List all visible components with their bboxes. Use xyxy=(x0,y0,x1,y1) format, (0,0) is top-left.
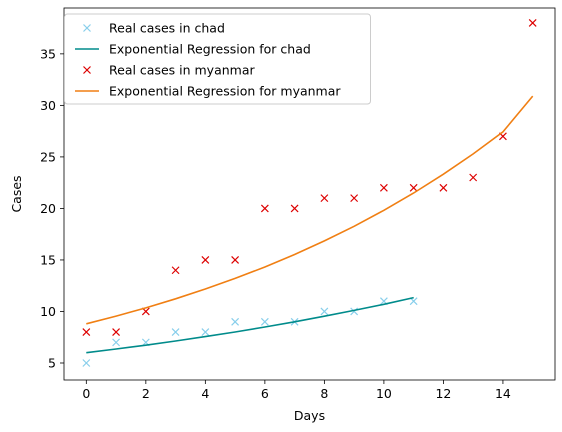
x-axis-label: Days xyxy=(294,408,325,423)
data-point-real-cases-in-myanmar xyxy=(201,256,210,264)
x-tick-label: 6 xyxy=(261,386,269,401)
ticks-layer: 0 2 4 6 8 10 12 14 5 10 15 20 25 30 35 xyxy=(40,46,511,401)
series-layer xyxy=(82,19,537,367)
data-point-real-cases-in-myanmar xyxy=(469,173,478,182)
data-point-real-cases-in-myanmar xyxy=(231,256,240,264)
series-line-exponential-regression-for-chad xyxy=(86,296,414,354)
x-tick-label: 10 xyxy=(376,386,392,401)
data-point-real-cases-in-myanmar xyxy=(409,183,418,192)
legend-swatch-marker xyxy=(83,24,91,32)
legend-label: Real cases in chad xyxy=(109,21,225,36)
data-point-real-cases-in-myanmar xyxy=(350,194,359,203)
y-tick-label: 5 xyxy=(48,355,56,370)
x-tick-label: 8 xyxy=(320,386,328,401)
data-point-real-cases-in-chad xyxy=(171,328,180,337)
y-tick-label: 10 xyxy=(40,304,56,319)
x-tick-label: 12 xyxy=(435,386,451,401)
legend-label: Exponential Regression for chad xyxy=(109,42,311,57)
data-point-real-cases-in-myanmar xyxy=(290,204,299,213)
x-tick-label: 14 xyxy=(495,386,511,401)
data-point-real-cases-in-myanmar xyxy=(112,328,121,337)
data-point-real-cases-in-myanmar xyxy=(171,266,180,275)
y-tick-label: 30 xyxy=(40,98,56,113)
y-tick-label: 25 xyxy=(40,149,56,164)
y-tick-label: 20 xyxy=(40,201,56,216)
legend: Real cases in chad Exponential Regression… xyxy=(64,13,371,105)
legend-label: Real cases in myanmar xyxy=(109,63,256,78)
series-line-exponential-regression-for-myanmar xyxy=(86,95,534,325)
plot-frame xyxy=(63,7,556,381)
y-tick-label: 15 xyxy=(40,252,56,267)
x-tick-label: 4 xyxy=(201,386,209,401)
data-point-real-cases-in-chad xyxy=(260,317,269,326)
legend-frame xyxy=(64,13,371,105)
data-point-real-cases-in-chad xyxy=(82,359,91,367)
y-tick-label: 35 xyxy=(40,46,56,61)
data-point-real-cases-in-chad xyxy=(320,307,329,316)
y-axis-label: Cases xyxy=(9,175,24,212)
legend-label: Exponential Regression for myanmar xyxy=(109,84,341,99)
data-point-real-cases-in-myanmar xyxy=(379,183,388,192)
data-point-real-cases-in-chad xyxy=(201,328,210,337)
legend-swatch-marker xyxy=(83,66,91,74)
data-point-real-cases-in-myanmar xyxy=(320,194,329,203)
data-point-real-cases-in-myanmar xyxy=(82,328,91,337)
data-point-real-cases-in-chad xyxy=(112,338,121,347)
x-tick-label: 0 xyxy=(82,386,90,401)
data-point-real-cases-in-myanmar xyxy=(528,19,537,27)
data-point-real-cases-in-myanmar xyxy=(439,183,448,192)
data-point-real-cases-in-myanmar xyxy=(260,204,269,213)
data-point-real-cases-in-chad xyxy=(231,317,240,326)
x-tick-label: 2 xyxy=(142,386,150,401)
